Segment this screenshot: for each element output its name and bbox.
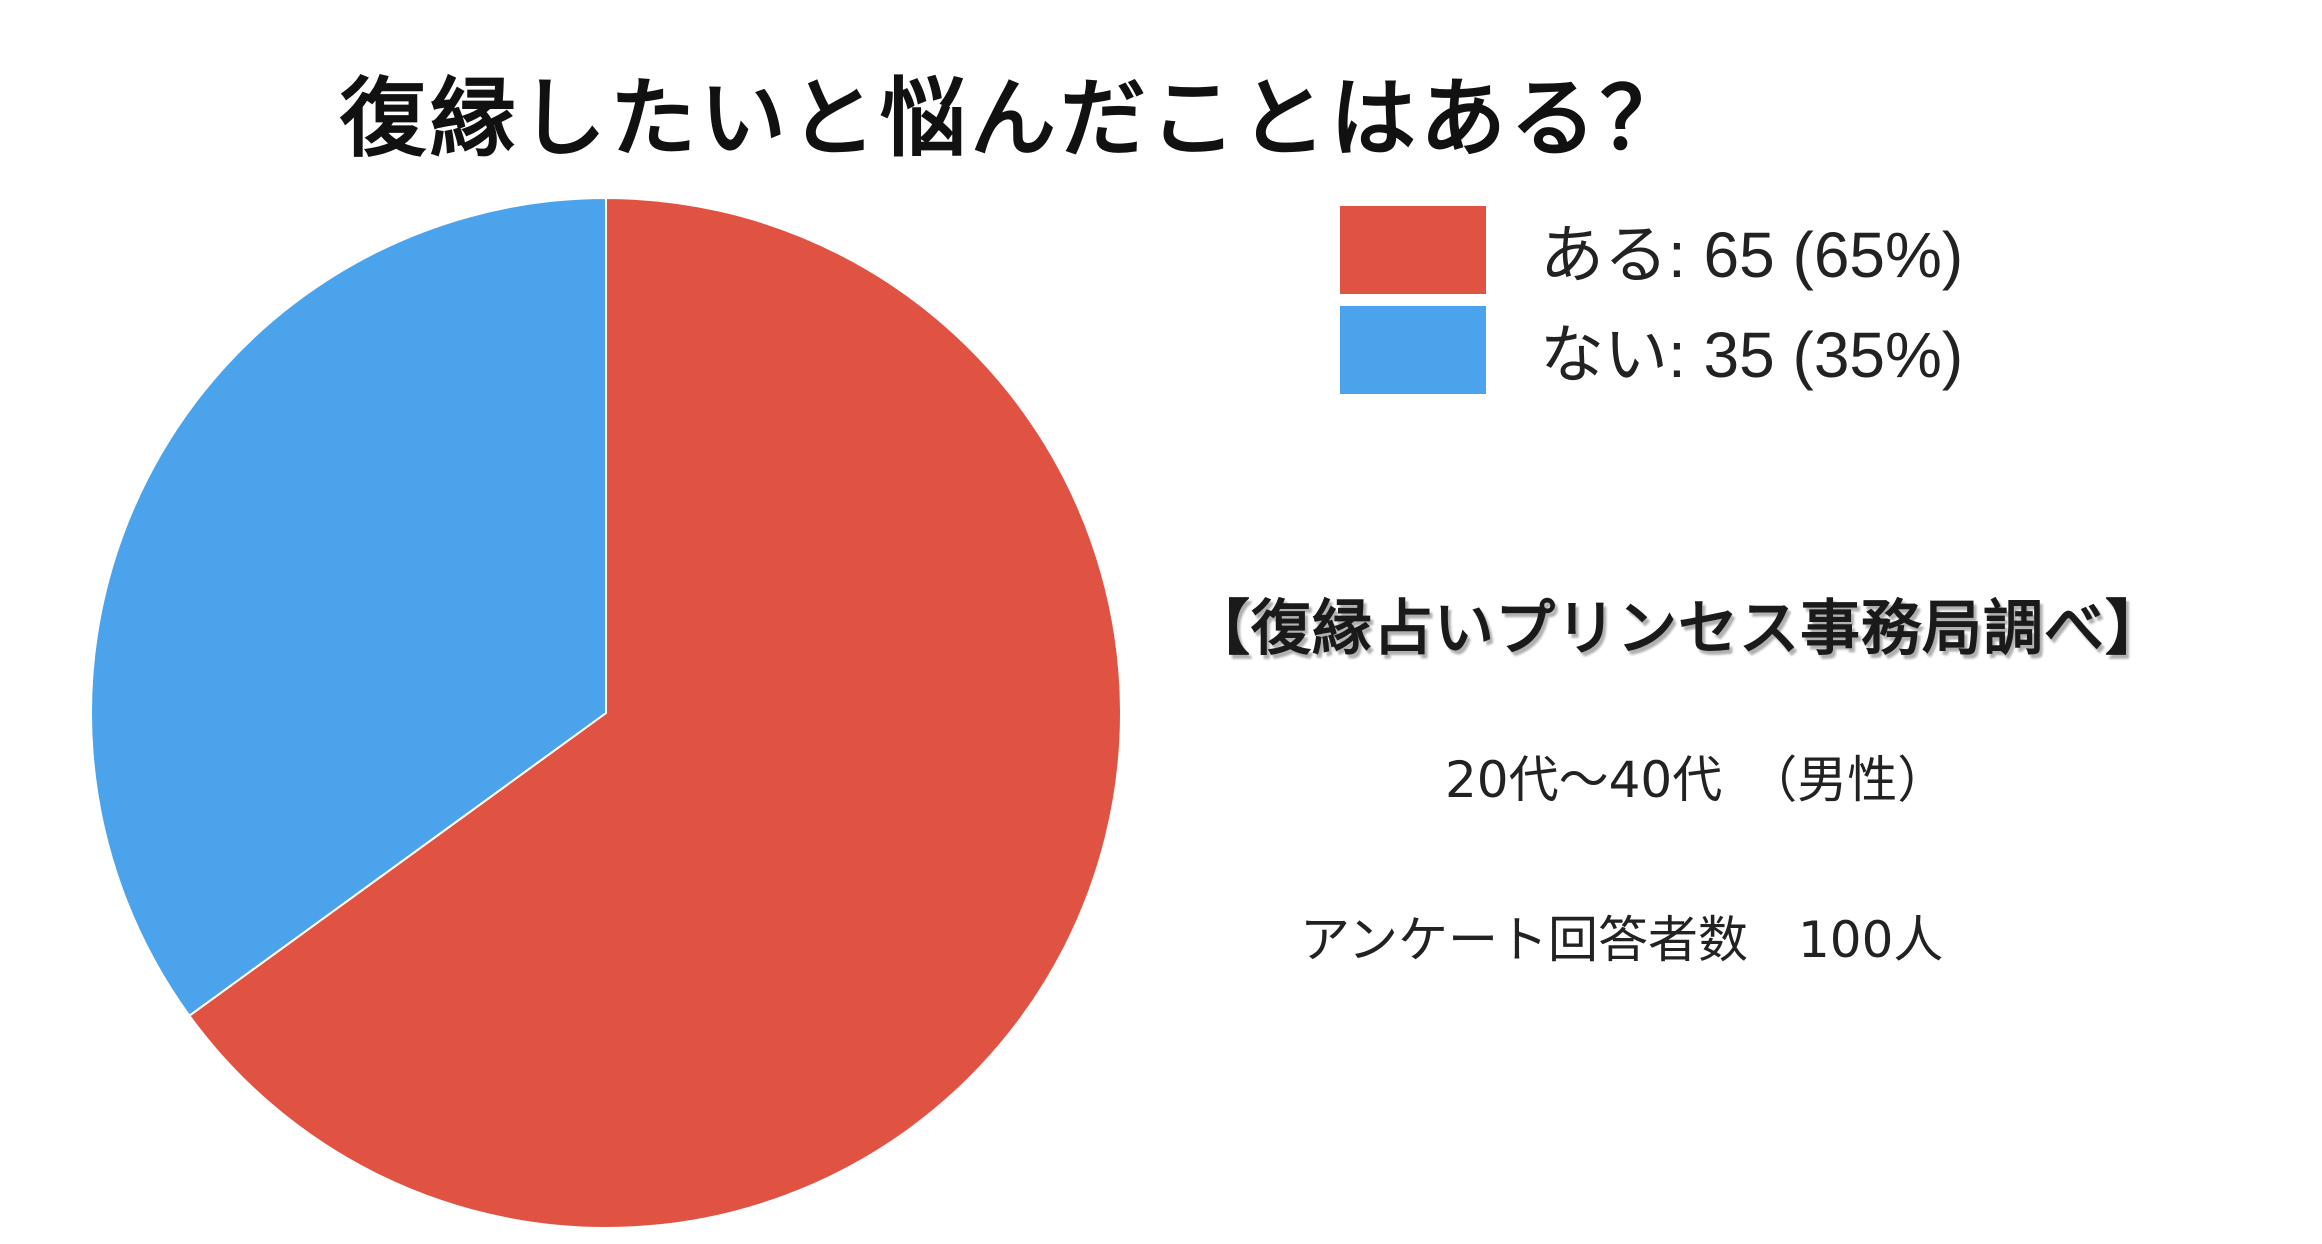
legend-item-nai: ない: 35 (35%) bbox=[1340, 300, 1963, 400]
pie-chart bbox=[0, 0, 1200, 1244]
legend: ある: 65 (65%) ない: 35 (35%) bbox=[1340, 200, 1963, 400]
legend-label-aru: ある: 65 (65%) bbox=[1540, 204, 1963, 296]
survey-source: 【復縁占いプリンセス事務局調べ】 bbox=[1190, 580, 2166, 667]
legend-item-aru: ある: 65 (65%) bbox=[1340, 200, 1963, 300]
legend-swatch-nai bbox=[1340, 306, 1486, 394]
legend-label-nai: ない: 35 (35%) bbox=[1540, 304, 1963, 396]
respondent-count: アンケート回答者数 100人 bbox=[1300, 900, 1943, 972]
respondent-age-range: 20代〜40代 （男性） bbox=[1445, 740, 1947, 812]
legend-swatch-aru bbox=[1340, 206, 1486, 294]
